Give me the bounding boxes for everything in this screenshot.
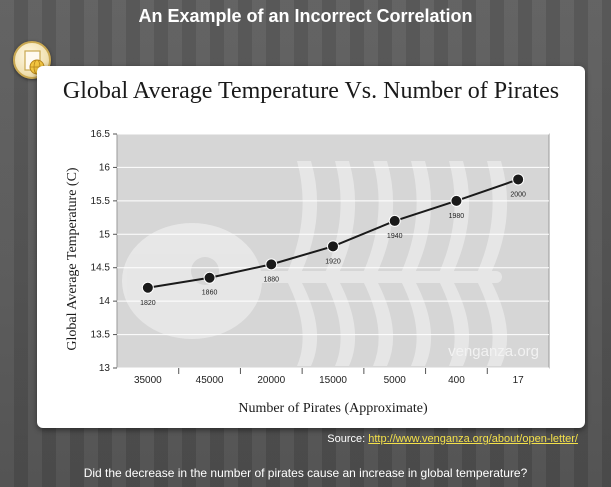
slide-title: An Example of an Incorrect Correlation (138, 6, 473, 26)
data-point-label: 1880 (263, 276, 279, 283)
x-tick-label: 45000 (196, 375, 224, 386)
data-point (450, 194, 463, 207)
watermark-text: venganza.org (448, 343, 539, 360)
data-point-label: 1860 (202, 290, 218, 297)
data-point-label: 1980 (449, 213, 465, 220)
y-tick-label: 16 (99, 162, 111, 173)
source-line: Source: http://www.venganza.org/about/op… (327, 433, 578, 445)
x-tick-label: 15000 (319, 375, 347, 386)
data-point-label: 1940 (387, 233, 403, 240)
y-tick-label: 15 (99, 229, 111, 240)
data-point (141, 281, 154, 294)
data-point-label: 2000 (510, 191, 526, 198)
chart-title: Global Average Temperature Vs. Number of… (62, 78, 560, 104)
source-label: Source: (327, 433, 366, 445)
data-point (327, 240, 339, 253)
x-tick-label: 17 (513, 375, 525, 386)
y-tick-label: 13 (99, 363, 111, 374)
y-tick-label: 13.5 (91, 330, 111, 341)
x-tick-label: 400 (448, 375, 465, 386)
data-point-label: 1920 (325, 258, 341, 265)
data-point (388, 214, 401, 227)
x-tick-label: 20000 (257, 375, 285, 386)
x-axis-label: Number of Pirates (Approximate) (238, 401, 428, 416)
x-tick-label: 35000 (134, 375, 162, 386)
data-point (265, 258, 278, 271)
y-tick-label: 14.5 (91, 263, 111, 274)
y-axis-label: Global Average Temperature (C) (65, 167, 80, 350)
x-tick-label: 5000 (384, 375, 407, 386)
y-tick-label: 16.5 (91, 129, 111, 140)
data-point (512, 173, 525, 186)
data-point-label: 1820 (140, 300, 156, 307)
line-chart: 13 13.5 14 14.5 15 15.5 16 16.5 35000 45000 20000 1… (65, 129, 550, 416)
source-link[interactable]: http://www.venganza.org/about/open-lette… (368, 433, 578, 445)
y-tick-label: 15.5 (91, 196, 111, 207)
question-text: Did the decrease in the number of pirate… (83, 466, 528, 480)
data-point (203, 271, 216, 284)
chart-card: Global Average Temperature Vs. Number of… (37, 66, 585, 428)
y-tick-label: 14 (99, 296, 111, 307)
